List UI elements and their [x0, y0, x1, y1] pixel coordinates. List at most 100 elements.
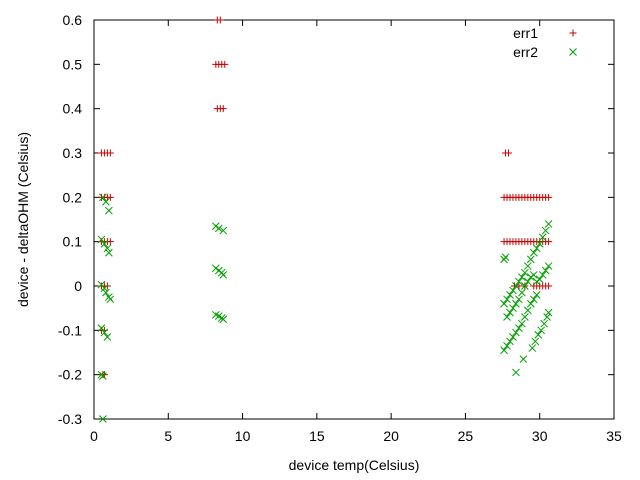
y-tick-label: 0.6 — [63, 12, 83, 28]
data-point-err2 — [531, 337, 540, 346]
data-point-err2 — [100, 240, 109, 248]
x-tick-label: 20 — [383, 428, 399, 444]
data-point-err2 — [523, 262, 532, 270]
data-point-err2 — [526, 255, 535, 264]
legend-label-err2: err2 — [513, 44, 538, 60]
data-point-err1 — [106, 149, 114, 157]
y-tick-label: -0.1 — [58, 322, 82, 338]
data-point-err2 — [529, 248, 538, 257]
legend: err1 err2 — [513, 25, 577, 60]
data-point-err2 — [506, 291, 514, 299]
data-point-err2 — [506, 337, 514, 346]
data-point-err2 — [512, 299, 520, 308]
data-point-err2 — [535, 240, 544, 248]
legend-marker-err2 — [569, 48, 577, 56]
y-tick-label: 0.2 — [63, 189, 83, 205]
data-point-err2 — [521, 313, 529, 321]
data-point-err1 — [106, 238, 114, 246]
data-point-err2 — [219, 226, 228, 235]
y-tick-label: 0.3 — [63, 145, 83, 161]
data-point-err2 — [529, 295, 538, 304]
data-point-err1 — [545, 193, 553, 201]
data-point-err1 — [103, 282, 111, 290]
data-point-err2 — [97, 235, 106, 244]
data-point-err2 — [100, 328, 109, 337]
data-point-err2 — [509, 304, 517, 313]
y-tick-label: 0.4 — [63, 101, 83, 117]
data-point-err2 — [521, 268, 529, 277]
series-err2 — [97, 193, 553, 423]
data-point-err1 — [219, 105, 227, 113]
data-point-err1 — [545, 238, 553, 246]
data-point-err2 — [102, 288, 110, 297]
data-point-err1 — [106, 193, 114, 201]
data-point-err2 — [106, 295, 115, 304]
data-points — [97, 16, 553, 423]
data-point-err2 — [503, 313, 511, 321]
data-point-err2 — [518, 273, 526, 281]
data-point-err2 — [544, 262, 553, 270]
data-point-err2 — [518, 319, 526, 328]
data-point-err2 — [541, 266, 550, 275]
data-point-err2 — [99, 415, 107, 423]
data-point-err2 — [538, 233, 547, 242]
x-tick-label: 0 — [90, 428, 98, 444]
data-point-err2 — [99, 193, 107, 202]
data-point-err2 — [526, 299, 535, 308]
legend-label-err1: err1 — [513, 25, 538, 41]
y-tick-label: -0.2 — [58, 367, 82, 383]
data-point-err2 — [538, 271, 547, 279]
y-axis-label: device - deltaOHM (Celsius) — [15, 132, 31, 307]
data-point-err2 — [521, 282, 529, 290]
data-point-err2 — [217, 268, 226, 277]
data-point-err1 — [221, 60, 229, 68]
data-point-err2 — [102, 197, 110, 206]
data-point-err2 — [537, 326, 546, 335]
data-point-err2 — [500, 346, 508, 355]
data-point-err2 — [506, 308, 514, 317]
y-tick-label: 0.1 — [63, 234, 83, 250]
data-point-err2 — [541, 226, 550, 235]
x-tick-label: 5 — [164, 428, 172, 444]
data-point-err2 — [509, 286, 517, 295]
y-tick-label: 0.5 — [63, 56, 83, 72]
data-point-err1 — [545, 282, 553, 290]
data-point-err2 — [501, 253, 510, 262]
data-point-err2 — [528, 344, 537, 352]
data-point-err2 — [523, 277, 532, 286]
axes: 0 5 10 15 20 25 30 35 -0.3 -0.2 -0.1 0 0.1 0.2 0.3 0.4 0… — [58, 12, 622, 444]
data-point-err2 — [518, 288, 526, 297]
data-point-err2 — [105, 248, 113, 257]
x-tick-label: 30 — [532, 428, 548, 444]
y-tick-label: -0.3 — [58, 411, 82, 427]
data-point-err2 — [512, 368, 520, 377]
data-point-err2 — [512, 282, 520, 290]
data-point-err2 — [100, 284, 109, 293]
x-axis-label: device temp(Celsius) — [289, 457, 420, 473]
data-point-err2 — [543, 313, 551, 321]
data-point-err2 — [544, 308, 553, 317]
data-point-err2 — [219, 271, 228, 279]
data-point-err2 — [500, 299, 508, 308]
data-point-err2 — [519, 355, 528, 364]
x-tick-label: 15 — [309, 428, 325, 444]
data-point-err2 — [515, 324, 523, 332]
x-tick-label: 25 — [458, 428, 474, 444]
series-err1 — [97, 16, 553, 379]
data-point-err2 — [105, 206, 113, 215]
data-point-err2 — [515, 295, 523, 304]
data-point-err2 — [540, 319, 549, 328]
data-point-err2 — [103, 333, 112, 341]
data-point-err2 — [500, 255, 508, 264]
data-point-err1 — [216, 16, 224, 24]
data-point-err2 — [532, 291, 541, 299]
data-point-err2 — [535, 275, 544, 284]
data-point-err2 — [532, 244, 541, 253]
legend-marker-err1 — [569, 29, 577, 37]
data-point-err2 — [509, 333, 517, 341]
data-point-err1 — [505, 149, 513, 157]
data-point-err2 — [219, 315, 228, 324]
data-point-err2 — [544, 220, 553, 228]
data-point-err2 — [99, 372, 107, 380]
data-point-err2 — [512, 328, 520, 337]
